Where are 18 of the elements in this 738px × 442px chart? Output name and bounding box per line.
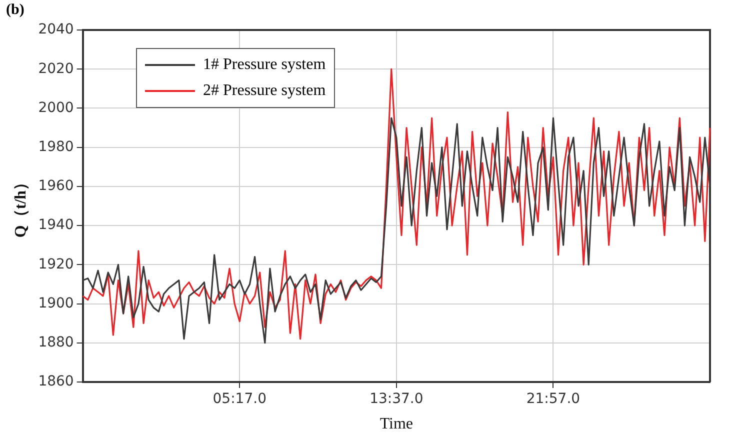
legend-label: 2# Pressure system: [203, 82, 326, 100]
y-tick-label: 1920: [38, 256, 74, 272]
y-tick-label: 2040: [38, 22, 74, 38]
x-axis-title: Time: [380, 416, 414, 433]
y-tick-label: 1880: [38, 334, 74, 351]
y-tick-label: 1980: [38, 138, 74, 155]
x-tick-label: 13:37.0: [370, 391, 424, 408]
y-tick-label: 1860: [38, 374, 74, 390]
legend-label: 1# Pressure system: [203, 56, 326, 74]
y-tick-label: 2020: [38, 60, 74, 77]
y-tick-label: 1900: [38, 295, 74, 312]
y-tick-label: 1940: [38, 217, 74, 234]
y-tick-label: 2000: [38, 100, 74, 116]
y-axis-title: Q（t/h）: [12, 174, 30, 238]
x-tick-label: 05:17.0: [212, 391, 266, 408]
y-tick-label: 1960: [38, 178, 74, 194]
x-tick-label: 21:57.0: [526, 391, 580, 408]
chart-title: (b): [6, 2, 24, 19]
